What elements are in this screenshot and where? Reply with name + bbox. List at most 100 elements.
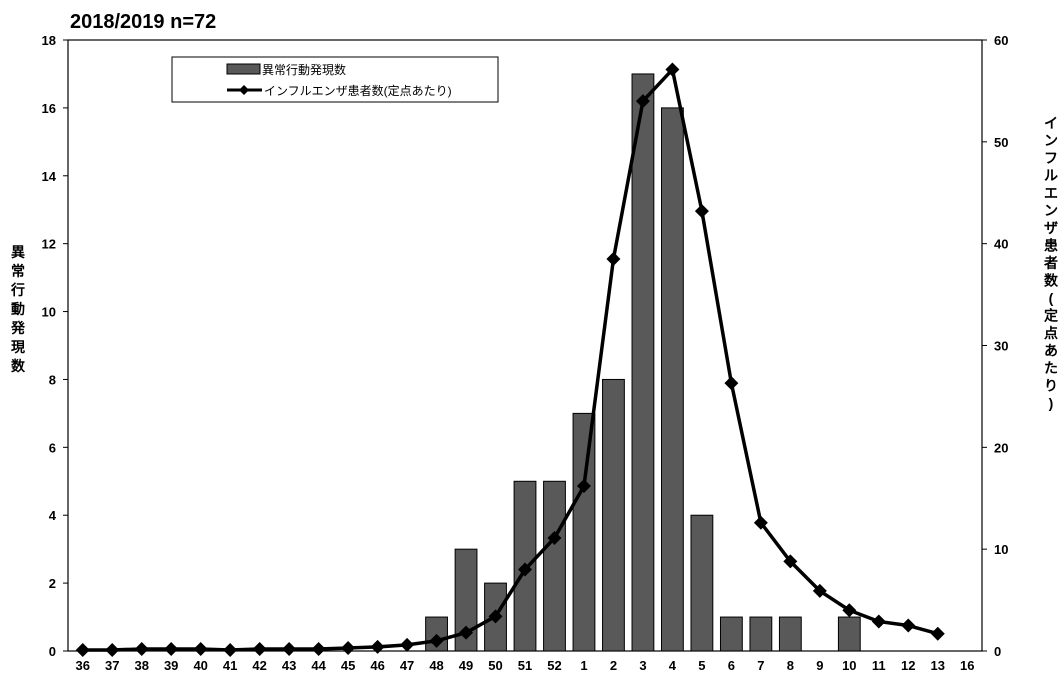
x-tick-label: 1	[580, 658, 587, 673]
x-tick-label: 12	[901, 658, 915, 673]
y-left-tick-label: 16	[42, 101, 56, 116]
y-right-axis-title-char: イ	[1044, 115, 1058, 131]
line-point	[606, 251, 621, 266]
y-left-tick-label: 18	[42, 33, 56, 48]
bar	[661, 107, 684, 652]
x-tick-label: 47	[400, 658, 414, 673]
line-point	[842, 603, 857, 618]
line-point	[311, 641, 326, 656]
legend-box	[171, 56, 499, 103]
x-tick-label: 44	[311, 658, 326, 673]
x-tick-label: 39	[164, 658, 178, 673]
line-point	[252, 641, 267, 656]
legend-label: 異常行動発現数	[262, 62, 346, 77]
y-left-tick-label: 10	[42, 305, 56, 320]
line-point	[134, 641, 149, 656]
y-right-axis-title-char: 者	[1044, 255, 1058, 271]
y-left-tick-label: 6	[49, 440, 56, 455]
line-point	[665, 62, 680, 77]
line-point	[547, 530, 562, 545]
line-point	[871, 614, 886, 629]
chart-title: 2018/2019 n=72	[70, 11, 216, 33]
y-left-axis-title-char: 数	[11, 358, 26, 374]
x-tick-label: 48	[429, 658, 443, 673]
x-tick-label: 16	[960, 658, 974, 673]
line-point	[459, 625, 474, 640]
x-tick-label: 5	[698, 658, 705, 673]
y-right-axis-title-char: あ	[1044, 343, 1058, 359]
x-tick-label: 9	[816, 658, 823, 673]
y-right-axis-title-char: エ	[1044, 185, 1058, 201]
y-right-tick-label: 40	[994, 237, 1008, 252]
y-right-tick-label: 50	[994, 135, 1008, 150]
line-point	[576, 479, 591, 494]
line-point	[282, 641, 297, 656]
x-tick-label: 7	[757, 658, 764, 673]
line-point	[724, 376, 739, 391]
y-right-axis-title-char: た	[1044, 360, 1058, 376]
y-left-tick-label: 2	[49, 576, 56, 591]
y-left-tick-label: 12	[42, 237, 56, 252]
y-right-axis-title-char: り	[1044, 378, 1058, 394]
bar	[572, 412, 596, 652]
y-left-tick-label: 8	[49, 372, 56, 387]
y-right-axis-title-char: 定	[1044, 308, 1058, 324]
line-point	[193, 641, 208, 656]
line-point	[783, 554, 798, 569]
y-right-tick-label: 30	[994, 339, 1008, 354]
y-left-axis-title-char: 常	[11, 263, 25, 279]
bar	[602, 378, 625, 652]
x-tick-label: 43	[282, 658, 296, 673]
line-point	[753, 515, 768, 530]
x-tick-label: 51	[518, 658, 532, 673]
x-tick-label: 11	[872, 658, 886, 673]
x-tick-label: 41	[223, 658, 237, 673]
legend-label: インフルエンザ患者数(定点あたり)	[264, 83, 452, 98]
y-right-axis-title-char: 患	[1044, 238, 1058, 254]
bar	[837, 616, 861, 652]
x-tick-label: 49	[459, 658, 473, 673]
line-point	[341, 640, 356, 655]
bar	[778, 616, 802, 652]
series-line	[82, 67, 939, 652]
bar	[690, 514, 714, 652]
bar	[749, 616, 773, 652]
x-tick-label: 52	[547, 658, 561, 673]
y-left-axis-title-char: 動	[11, 301, 25, 317]
y-left-axis-title-char: 現	[11, 339, 25, 355]
line-point	[105, 642, 120, 657]
legend-line-marker	[239, 85, 249, 95]
y-left-tick-label: 0	[49, 644, 56, 659]
y-right-tick-label: 0	[994, 644, 1001, 659]
x-tick-label: 13	[931, 658, 945, 673]
x-tick-label: 45	[341, 658, 355, 673]
x-tick-label: 50	[488, 658, 502, 673]
line-point	[488, 609, 503, 624]
y-right-axis-title-char: ン	[1044, 203, 1058, 219]
y-right-tick-label: 10	[994, 542, 1008, 557]
line-point	[223, 642, 238, 657]
y-left-tick-label: 14	[42, 169, 57, 184]
x-tick-label: 3	[639, 658, 646, 673]
x-tick-label: 2	[610, 658, 617, 673]
x-tick-label: 42	[252, 658, 266, 673]
y-left-axis-title-char: 行	[10, 282, 25, 298]
x-tick-label: 6	[728, 658, 735, 673]
x-tick-label: 10	[842, 658, 856, 673]
y-right-tick-label: 60	[994, 33, 1008, 48]
x-tick-label: 4	[669, 658, 677, 673]
bar	[719, 616, 743, 652]
y-right-axis-title-char: ル	[1044, 168, 1058, 184]
line-point	[635, 94, 650, 109]
line-point	[812, 583, 827, 598]
legend-bar-swatch	[226, 63, 261, 75]
y-left-axis-title-char: 発	[10, 320, 26, 336]
y-right-axis-title-char: 点	[1044, 325, 1058, 341]
y-right-axis-title-char: フ	[1044, 150, 1058, 166]
x-tick-label: 46	[370, 658, 384, 673]
y-left-tick-label: 4	[49, 508, 57, 523]
line-point	[400, 637, 415, 652]
x-tick-label: 36	[76, 658, 90, 673]
